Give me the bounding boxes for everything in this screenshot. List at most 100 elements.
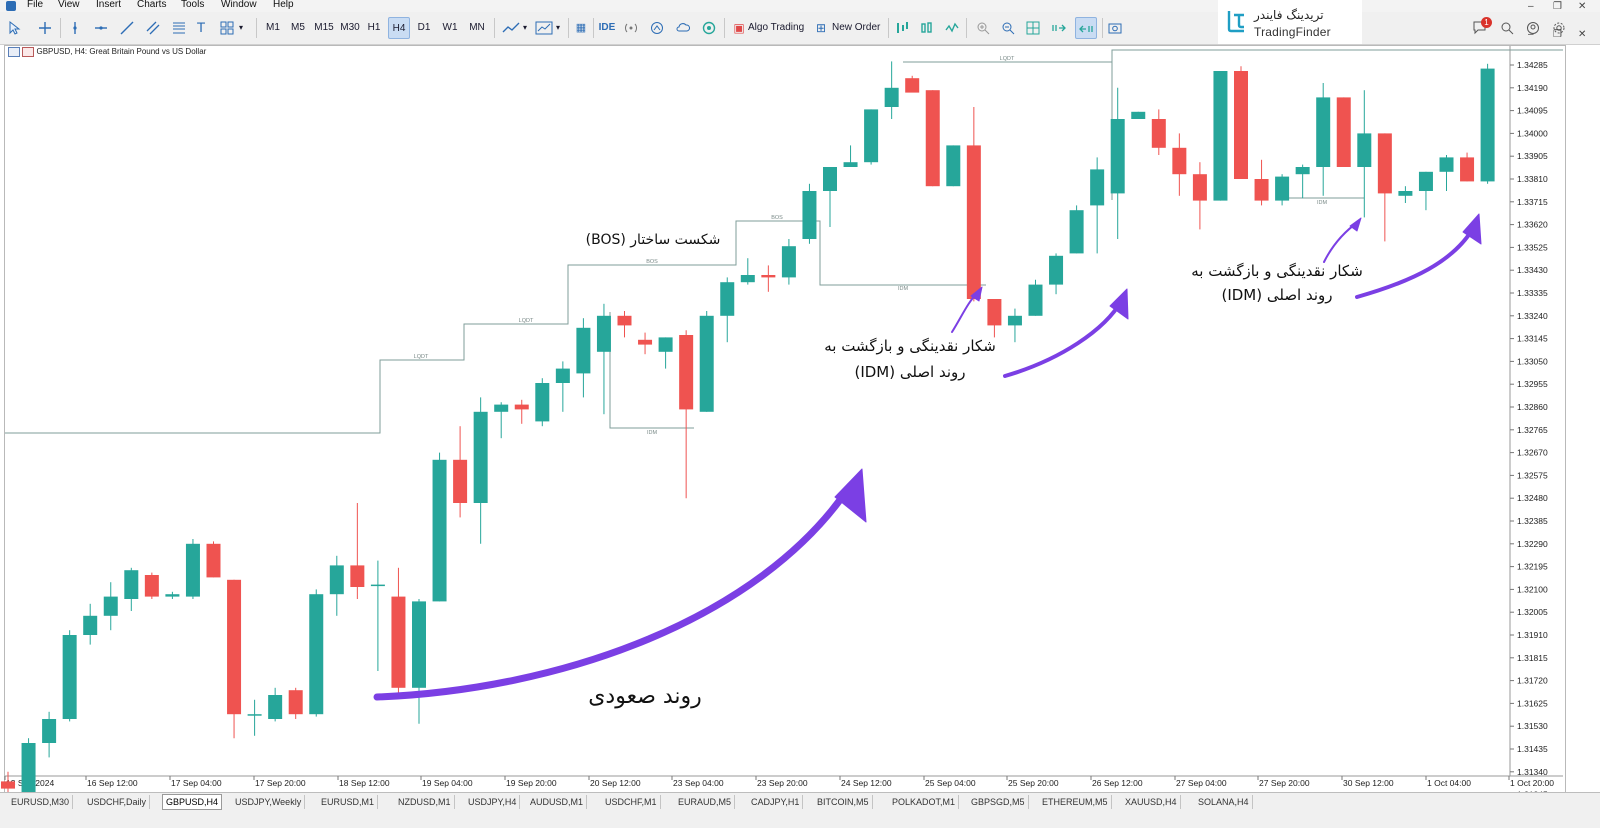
candle-body[interactable] <box>1336 97 1351 167</box>
candle-body[interactable] <box>144 575 159 597</box>
text-tool-icon[interactable]: T <box>196 19 206 35</box>
tab-usdchf-m1[interactable]: USDCHF,M1 <box>602 795 661 809</box>
candle-body[interactable] <box>350 565 365 587</box>
candle-body[interactable] <box>103 596 118 616</box>
candle-body[interactable] <box>1131 111 1146 119</box>
signal-icon[interactable] <box>624 21 638 35</box>
tf-h4[interactable]: H4 <box>388 17 410 39</box>
candle-body[interactable] <box>720 282 735 316</box>
candle-body[interactable] <box>42 719 57 743</box>
notifications-button[interactable]: 1 <box>1472 17 1492 36</box>
tf-d1[interactable]: D1 <box>417 22 431 33</box>
candle-body[interactable] <box>987 299 1002 326</box>
tab-gbpsgd-m5[interactable]: GBPSGD,M5 <box>968 795 1029 809</box>
candle-body[interactable] <box>124 570 139 599</box>
tf-m15[interactable]: M15 <box>314 22 334 33</box>
market-icon[interactable] <box>650 21 664 35</box>
candle-body[interactable] <box>1357 133 1372 167</box>
candle-body[interactable] <box>1295 167 1310 175</box>
new-order-icon[interactable]: ⊞ <box>815 21 827 35</box>
candle-body[interactable] <box>555 368 570 383</box>
fibonacci-icon[interactable] <box>172 21 186 35</box>
candle-body[interactable] <box>1377 133 1392 194</box>
tab-gbpusd-h4[interactable]: GBPUSD,H4 <box>162 794 223 810</box>
candle-body[interactable] <box>1213 71 1228 201</box>
candle-body[interactable] <box>1398 191 1413 196</box>
shapes-dropdown-icon[interactable]: ▾ <box>238 23 243 32</box>
candle-body[interactable] <box>165 594 180 597</box>
candle-body[interactable] <box>596 315 611 352</box>
candle-body[interactable] <box>823 167 837 191</box>
settings-icon[interactable] <box>1552 21 1566 35</box>
candle-body[interactable] <box>638 339 653 345</box>
menu-insert[interactable]: Insert <box>96 0 122 10</box>
candle-body[interactable] <box>247 714 262 716</box>
candle-body[interactable] <box>576 327 591 374</box>
candles-icon[interactable] <box>920 21 934 35</box>
candle-body[interactable] <box>740 275 755 283</box>
algo-trading-button[interactable]: Algo Trading <box>748 22 805 33</box>
candle-body[interactable] <box>370 584 385 587</box>
vertical-line-icon[interactable] <box>68 21 82 35</box>
candle-body[interactable] <box>1192 174 1207 201</box>
candle-body[interactable] <box>514 404 529 410</box>
candle-body[interactable] <box>1439 157 1454 172</box>
tab-usdchf-daily[interactable]: USDCHF,Daily <box>84 795 151 809</box>
menu-tools[interactable]: Tools <box>181 0 205 10</box>
tab-euraud-m5[interactable]: EURAUD,M5 <box>675 795 736 809</box>
algo-trading-icon[interactable]: ▣ <box>733 21 745 35</box>
candle-body[interactable] <box>1418 171 1433 191</box>
autoscroll-icon[interactable] <box>1052 21 1066 35</box>
tab-usdjpy-weekly[interactable]: USDJPY,Weekly <box>232 795 306 809</box>
tf-w1[interactable]: W1 <box>442 22 458 33</box>
ide-button[interactable]: IDE <box>598 22 616 33</box>
vps-icon[interactable] <box>702 21 716 35</box>
tab-ethereum-m5[interactable]: ETHEREUM,M5 <box>1039 795 1112 809</box>
cloud-icon[interactable] <box>676 21 690 35</box>
tab-nzdusd-m1[interactable]: NZDUSD,M1 <box>395 795 455 809</box>
candle-body[interactable] <box>884 87 899 107</box>
horizontal-line-icon[interactable] <box>94 21 108 35</box>
tab-eurusd-m30[interactable]: EURUSD,M30 <box>8 795 74 809</box>
tf-mn[interactable]: MN <box>469 22 485 33</box>
shapes-icon[interactable] <box>220 21 234 35</box>
candle-body[interactable] <box>494 404 509 412</box>
chart-type-icon[interactable] <box>502 21 520 35</box>
candle-body[interactable] <box>1 781 15 789</box>
candle-body[interactable] <box>761 275 776 278</box>
candle-body[interactable] <box>658 337 673 352</box>
tab-bitcoin-m5[interactable]: BITCOIN,M5 <box>814 795 873 809</box>
candle-body[interactable] <box>1480 68 1495 182</box>
child-restore-icon[interactable]: ❐ <box>1553 29 1562 40</box>
candle-body[interactable] <box>1316 97 1331 167</box>
candle-body[interactable] <box>535 383 550 422</box>
candle-body[interactable] <box>62 635 77 719</box>
tab-audusd-m1[interactable]: AUDUSD,M1 <box>527 795 588 809</box>
price-chart[interactable]: 1.34285 1.34190 1.34095 1.34000 1.33905 1.338… <box>0 0 1600 792</box>
candle-body[interactable] <box>1007 315 1022 326</box>
new-chart-icon[interactable]: ▦ <box>575 22 587 34</box>
candle-body[interactable] <box>309 594 324 715</box>
indicators-dropdown-icon[interactable]: ▾ <box>555 23 560 32</box>
one-click-icon[interactable] <box>895 21 909 35</box>
search-icon[interactable] <box>1500 21 1514 35</box>
candle-body[interactable] <box>617 315 632 326</box>
crosshair-icon[interactable] <box>38 21 52 35</box>
menu-window[interactable]: Window <box>221 0 257 10</box>
candle-body[interactable] <box>268 695 283 719</box>
new-order-button[interactable]: New Order <box>832 22 881 33</box>
candle-body[interactable] <box>1090 169 1105 206</box>
candle-body[interactable] <box>329 565 344 595</box>
trendline-icon[interactable] <box>120 21 134 35</box>
indicators-icon[interactable] <box>535 21 553 35</box>
tab-usdjpy-h4[interactable]: USDJPY,H4 <box>465 795 521 809</box>
candle-body[interactable] <box>1234 71 1248 179</box>
candle-body[interactable] <box>1254 179 1269 201</box>
tf-m30[interactable]: M30 <box>340 22 360 33</box>
candle-body[interactable] <box>1275 176 1290 201</box>
restore-icon[interactable]: ❐ <box>1553 1 1562 12</box>
candle-body[interactable] <box>843 162 858 167</box>
menu-help[interactable]: Help <box>273 0 294 10</box>
candle-body[interactable] <box>925 90 940 187</box>
candle-body[interactable] <box>1049 255 1064 285</box>
